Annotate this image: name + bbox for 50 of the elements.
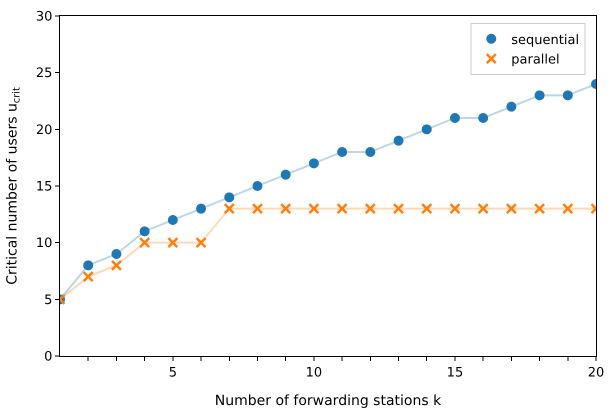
point	[337, 147, 348, 157]
x-axis-title: Number of forwarding stations k	[214, 392, 442, 409]
x-tick-label: 20	[588, 366, 604, 381]
point	[111, 249, 122, 259]
y-tick-label: 5	[44, 292, 52, 308]
point	[562, 90, 573, 100]
legend-label: parallel	[511, 52, 560, 68]
y-tick-label: 20	[36, 122, 52, 138]
y-tick-label: 15	[36, 180, 52, 195]
x-tick-label: 15	[446, 366, 464, 381]
point	[420, 202, 432, 214]
x-tick-label: 10	[306, 366, 322, 381]
point	[562, 202, 574, 214]
point	[83, 260, 94, 270]
point	[252, 181, 262, 191]
point	[308, 202, 320, 214]
point	[308, 158, 319, 168]
point	[280, 202, 292, 214]
point	[449, 202, 461, 214]
point	[392, 202, 404, 214]
y-tick-label: 30	[36, 10, 52, 25]
y-tick-label: 0	[44, 350, 52, 365]
point	[365, 147, 376, 157]
legend-label: sequential	[511, 32, 580, 48]
point	[138, 236, 150, 248]
y-tick-label: 10	[36, 236, 52, 252]
point	[478, 113, 488, 123]
x-tick-label: 5	[168, 366, 177, 381]
point	[394, 136, 404, 146]
point	[224, 202, 236, 214]
point	[506, 102, 516, 112]
point	[364, 202, 376, 214]
point	[280, 170, 291, 180]
y-tick-label: 25	[36, 66, 52, 82]
point	[450, 113, 460, 123]
point	[195, 236, 207, 248]
point	[252, 202, 264, 214]
point	[167, 236, 179, 248]
point	[336, 202, 348, 214]
point	[82, 270, 94, 282]
point	[477, 202, 489, 214]
point	[534, 90, 545, 100]
point	[534, 202, 546, 214]
point	[506, 202, 518, 214]
point	[168, 215, 178, 225]
point	[196, 204, 206, 214]
point	[224, 192, 234, 202]
point	[422, 124, 432, 134]
point	[110, 260, 122, 272]
point	[140, 226, 150, 236]
